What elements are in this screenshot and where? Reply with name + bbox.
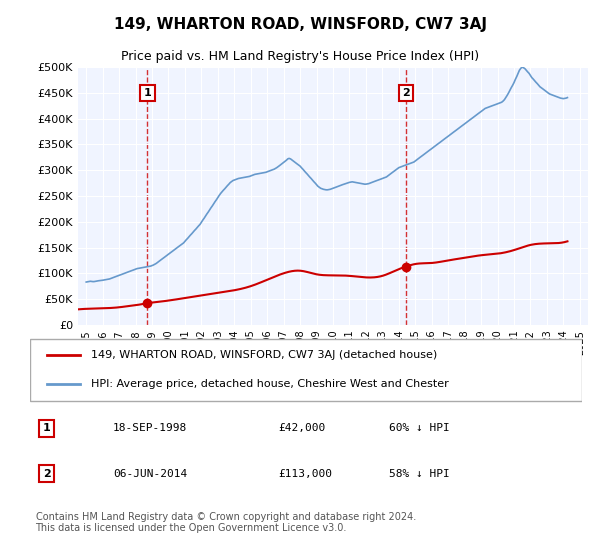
- Text: Contains HM Land Registry data © Crown copyright and database right 2024.
This d: Contains HM Land Registry data © Crown c…: [35, 512, 416, 533]
- Text: 06-JUN-2014: 06-JUN-2014: [113, 469, 187, 479]
- Text: 58% ↓ HPI: 58% ↓ HPI: [389, 469, 449, 479]
- FancyBboxPatch shape: [30, 339, 582, 400]
- Text: £42,000: £42,000: [278, 423, 326, 433]
- Text: 2: 2: [43, 469, 50, 479]
- Text: 18-SEP-1998: 18-SEP-1998: [113, 423, 187, 433]
- Text: 149, WHARTON ROAD, WINSFORD, CW7 3AJ (detached house): 149, WHARTON ROAD, WINSFORD, CW7 3AJ (de…: [91, 350, 437, 360]
- Text: £113,000: £113,000: [278, 469, 332, 479]
- Text: 149, WHARTON ROAD, WINSFORD, CW7 3AJ: 149, WHARTON ROAD, WINSFORD, CW7 3AJ: [113, 17, 487, 32]
- Text: HPI: Average price, detached house, Cheshire West and Chester: HPI: Average price, detached house, Ches…: [91, 379, 448, 389]
- Text: 1: 1: [43, 423, 50, 433]
- Text: 1: 1: [143, 88, 151, 98]
- Text: 60% ↓ HPI: 60% ↓ HPI: [389, 423, 449, 433]
- Text: 2: 2: [402, 88, 410, 98]
- Text: Price paid vs. HM Land Registry's House Price Index (HPI): Price paid vs. HM Land Registry's House …: [121, 50, 479, 63]
